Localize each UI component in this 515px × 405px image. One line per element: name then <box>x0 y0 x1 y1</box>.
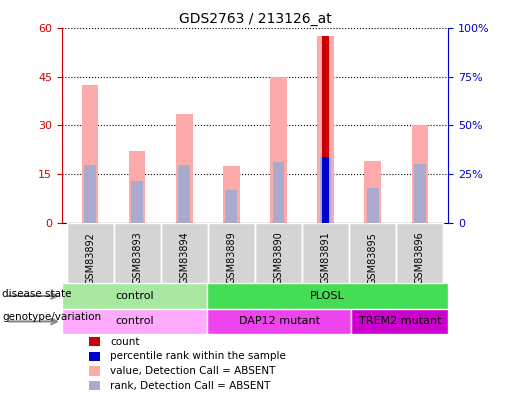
Bar <box>207 309 351 334</box>
Text: count: count <box>110 337 140 347</box>
Text: DAP12 mutant: DAP12 mutant <box>238 316 320 326</box>
Text: GSM83890: GSM83890 <box>273 232 283 284</box>
Text: GSM83891: GSM83891 <box>320 232 331 284</box>
Bar <box>255 222 302 283</box>
Bar <box>89 337 100 346</box>
Text: disease state: disease state <box>2 289 72 298</box>
Text: control: control <box>115 316 153 326</box>
Bar <box>62 283 207 309</box>
Bar <box>62 309 207 334</box>
Bar <box>302 222 349 283</box>
Text: percentile rank within the sample: percentile rank within the sample <box>110 351 286 361</box>
Bar <box>208 222 255 283</box>
Bar <box>223 166 239 222</box>
Text: value, Detection Call = ABSENT: value, Detection Call = ABSENT <box>110 366 276 376</box>
Bar <box>322 158 329 222</box>
Bar <box>82 85 98 222</box>
Bar <box>84 165 96 222</box>
Bar <box>411 126 428 222</box>
Text: GSM83895: GSM83895 <box>368 232 377 285</box>
Bar <box>270 77 287 222</box>
Bar <box>161 222 208 283</box>
Bar <box>207 283 448 309</box>
Bar <box>226 190 237 222</box>
Bar <box>114 222 161 283</box>
Bar <box>320 158 332 222</box>
Bar <box>367 188 379 222</box>
Bar <box>89 366 100 375</box>
Text: TREM2 mutant: TREM2 mutant <box>358 316 441 326</box>
Bar <box>178 165 190 222</box>
Bar <box>396 222 443 283</box>
Text: rank, Detection Call = ABSENT: rank, Detection Call = ABSENT <box>110 381 270 390</box>
Text: genotype/variation: genotype/variation <box>2 312 101 322</box>
Bar <box>351 309 448 334</box>
Bar <box>129 151 145 222</box>
Bar <box>176 114 193 222</box>
Bar <box>322 36 329 222</box>
Text: GSM83896: GSM83896 <box>415 232 425 284</box>
Bar <box>89 381 100 390</box>
Bar <box>272 162 284 222</box>
Text: GSM83889: GSM83889 <box>227 232 236 284</box>
Bar <box>89 352 100 361</box>
Bar <box>317 36 334 222</box>
Bar <box>131 181 143 222</box>
Bar <box>66 222 114 283</box>
Text: GSM83894: GSM83894 <box>179 232 190 284</box>
Text: PLOSL: PLOSL <box>310 291 345 301</box>
Text: GSM83893: GSM83893 <box>132 232 142 284</box>
Title: GDS2763 / 213126_at: GDS2763 / 213126_at <box>179 12 331 26</box>
Bar <box>414 164 426 222</box>
Bar <box>365 161 381 222</box>
Text: GSM83892: GSM83892 <box>85 232 95 285</box>
Bar <box>349 222 396 283</box>
Text: control: control <box>115 291 153 301</box>
